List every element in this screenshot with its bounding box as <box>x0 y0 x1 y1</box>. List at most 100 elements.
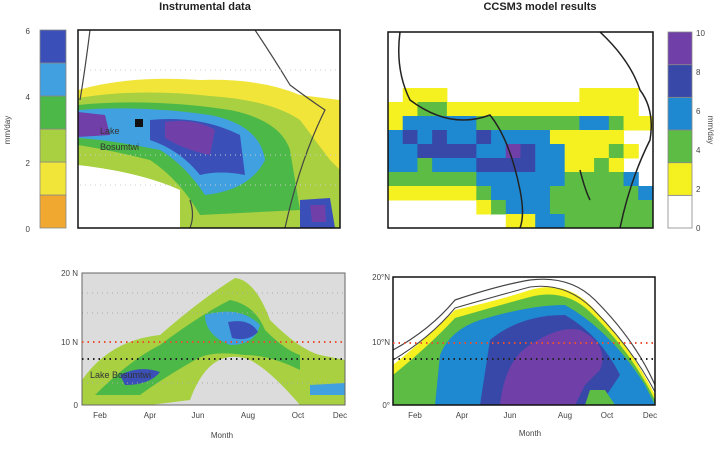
model-grid-cell <box>579 144 595 159</box>
model-grid-cell <box>564 116 580 131</box>
model-grid-cell <box>549 144 566 159</box>
lake-marker <box>135 119 143 127</box>
model-grid-cell <box>491 172 507 187</box>
model-grid-cell <box>535 186 551 201</box>
model-grid-cell <box>520 130 536 145</box>
colorbar-segment <box>39 95 67 130</box>
model-grid-cell <box>549 172 566 187</box>
model-grid-cell <box>579 88 595 103</box>
model-grid-cell <box>491 186 507 201</box>
model-grid-cell <box>446 158 463 173</box>
model-grid-cell <box>505 144 521 159</box>
model-grid-cell <box>432 88 448 103</box>
model-grid-cell <box>579 214 595 228</box>
model-grid-cell <box>402 144 418 159</box>
model-grid-cell <box>491 158 507 173</box>
model-grid-cell <box>402 172 418 187</box>
model-grid-cell <box>535 102 551 117</box>
model-grid-cell <box>388 172 404 187</box>
model-grid-cell <box>608 130 625 145</box>
model-grid-cell <box>476 102 492 117</box>
model-grid-cell <box>521 228 536 243</box>
model-grid-cell <box>388 130 404 145</box>
model-grid-cell <box>565 228 580 243</box>
model-grid-cell <box>549 214 566 228</box>
model-grid-cell <box>505 186 521 201</box>
model-grid-cell <box>388 186 404 201</box>
cbL-tick-4: 4 <box>26 93 31 102</box>
cbR-label: mm/day <box>706 116 715 144</box>
xtick-jun: Jun <box>504 411 517 420</box>
lake-label-line1: Lake <box>100 126 120 136</box>
colorbar-model <box>667 31 693 229</box>
bl-xlabel: Month <box>211 431 233 440</box>
model-grid-cell <box>476 130 492 145</box>
model-grid-cell <box>505 130 521 145</box>
model-grid-cell <box>579 130 595 145</box>
lake-label-line2: Bosumtwi <box>100 142 139 152</box>
model-grid-cell <box>491 116 507 131</box>
model-grid-cell <box>446 130 463 145</box>
model-grid-cell <box>550 228 565 243</box>
hovmoller-instrumental <box>82 273 345 405</box>
model-grid-cell <box>549 116 566 131</box>
model-grid-cell <box>446 144 463 159</box>
model-grid-cell <box>564 102 580 117</box>
model-grid-cell <box>520 172 536 187</box>
model-grid-cell <box>520 144 536 159</box>
model-grid-cell <box>608 144 625 159</box>
model-grid-cell <box>594 228 609 243</box>
model-grid-cell <box>623 116 639 131</box>
model-grid-cell <box>549 158 566 173</box>
model-grid-cell <box>594 88 610 103</box>
model-grid-cell <box>432 116 448 131</box>
model-grid-cell <box>461 186 477 201</box>
br-ytick-0: 0° <box>382 401 390 410</box>
xtick-aug: Aug <box>558 411 572 420</box>
model-grid-cell <box>579 102 595 117</box>
model-grid-cell <box>623 200 639 215</box>
model-grid-cell <box>520 102 536 117</box>
xtick-jun: Jun <box>192 411 205 420</box>
model-grid-cell <box>446 172 463 187</box>
model-grid-cell <box>520 116 536 131</box>
model-grid-cell <box>461 130 477 145</box>
cbL-label: mm/day <box>3 116 12 144</box>
model-grid-cell <box>535 158 551 173</box>
model-grid-cell <box>476 172 492 187</box>
colorbar-segment <box>667 194 693 229</box>
br-xlabel: Month <box>519 429 541 438</box>
model-grid-cell <box>638 186 653 201</box>
colorbar-segment <box>39 62 67 97</box>
colorbar-segment <box>39 29 67 64</box>
xtick-feb: Feb <box>93 411 107 420</box>
model-grid-cell <box>564 214 580 228</box>
xtick-oct: Oct <box>292 411 305 420</box>
model-grid-cell <box>535 228 550 243</box>
model-grid-cell <box>653 228 668 243</box>
model-grid-cell <box>461 158 477 173</box>
model-grid-cell <box>638 200 653 215</box>
model-grid-cell <box>535 130 551 145</box>
model-grid-cell <box>594 186 610 201</box>
colorbar-segment <box>39 194 67 229</box>
model-grid-cell <box>608 88 625 103</box>
xtick-feb: Feb <box>408 411 422 420</box>
model-grid-cell <box>402 116 418 131</box>
model-grid-cell <box>623 102 639 117</box>
model-grid-cell <box>491 102 507 117</box>
cbR-tick-0: 0 <box>696 224 701 233</box>
hovmoller-model <box>393 277 655 405</box>
model-grid-cell <box>417 158 433 173</box>
model-grid-cell <box>432 102 448 117</box>
xtick-dec: Dec <box>333 411 347 420</box>
colorbar-segment <box>667 162 693 196</box>
title-instrumental: Instrumental data <box>159 1 252 13</box>
model-grid-cell <box>491 144 507 159</box>
model-grid-cell <box>388 158 404 173</box>
model-grid-cell <box>476 200 492 215</box>
model-grid-cell <box>476 186 492 201</box>
model-grid-cell <box>417 130 433 145</box>
model-grid-cell <box>594 102 610 117</box>
